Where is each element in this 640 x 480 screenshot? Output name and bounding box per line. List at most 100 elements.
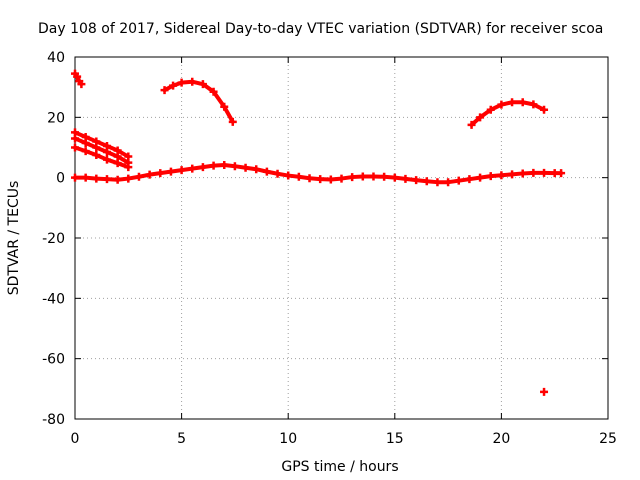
axis-ticks <box>74 56 609 420</box>
data-point-marker <box>209 161 218 170</box>
data-point-marker <box>467 120 476 129</box>
y-tick-label: 0 <box>56 171 65 187</box>
y-axis-label: SDTVAR / TECUs <box>6 181 22 296</box>
data-point-marker <box>102 175 111 184</box>
data-point-marker <box>81 173 90 182</box>
data-point-marker <box>169 81 178 90</box>
data-point-marker <box>529 100 538 109</box>
series-track-segment <box>478 107 493 120</box>
data-point-marker <box>401 174 410 183</box>
data-point-marker <box>71 134 79 143</box>
data-point-marker <box>326 175 335 184</box>
data-point-marker <box>486 172 495 181</box>
data-point-marker <box>241 163 250 172</box>
data-point-marker <box>337 174 346 183</box>
series-3 <box>71 134 133 167</box>
data-point-marker <box>160 86 169 95</box>
series-5 <box>160 77 237 126</box>
data-points <box>71 69 566 396</box>
x-tick-label: 10 <box>279 431 297 447</box>
data-point-marker <box>476 113 485 122</box>
data-point-marker <box>81 138 90 147</box>
data-point-marker <box>358 172 367 181</box>
plot-frame <box>74 56 609 420</box>
data-point-marker <box>113 159 122 168</box>
y-tick-label: -40 <box>42 291 65 307</box>
data-point-marker <box>476 173 485 182</box>
series-6 <box>467 98 549 129</box>
series-track-segment <box>211 89 227 109</box>
data-point-marker <box>497 171 506 180</box>
data-point-marker <box>348 173 357 182</box>
data-point-marker <box>273 169 282 178</box>
data-point-marker <box>412 176 421 185</box>
data-point-marker <box>198 80 207 89</box>
data-point-marker <box>166 167 175 176</box>
data-point-marker <box>433 178 442 187</box>
series-2 <box>71 128 133 161</box>
data-point-marker <box>124 163 133 172</box>
data-point-marker <box>230 162 239 171</box>
x-tick-label: 25 <box>599 431 617 447</box>
data-point-marker <box>294 172 303 181</box>
data-point-marker <box>92 151 101 160</box>
data-point-marker <box>92 143 101 152</box>
data-point-marker <box>220 102 229 111</box>
data-point-marker <box>71 173 79 182</box>
series-7 <box>540 387 549 396</box>
data-point-marker <box>305 174 314 183</box>
series-track-segment <box>200 82 216 94</box>
data-point-marker <box>540 387 549 396</box>
data-point-marker <box>156 169 165 178</box>
data-point-marker <box>209 87 218 96</box>
data-point-marker <box>81 147 90 156</box>
data-point-marker <box>102 155 111 164</box>
data-point-marker <box>529 168 538 177</box>
data-point-marker <box>220 160 229 169</box>
grid-lines <box>75 57 608 419</box>
series-1 <box>71 69 86 89</box>
data-point-marker <box>188 164 197 173</box>
data-point-marker <box>380 172 389 181</box>
data-point-marker <box>369 172 378 181</box>
tick-labels: 0 5 10 15 20 25 -80 -60 -40 -20 0 20 40 <box>42 50 617 447</box>
data-point-marker <box>124 174 133 183</box>
data-point-marker <box>540 168 549 177</box>
y-tick-label: 40 <box>47 50 65 66</box>
data-point-marker <box>71 143 79 152</box>
data-point-marker <box>557 169 566 178</box>
data-point-marker <box>486 105 495 114</box>
x-tick-label: 0 <box>71 431 80 447</box>
data-point-marker <box>316 175 325 184</box>
series-0 <box>71 160 566 187</box>
data-point-marker <box>177 166 186 175</box>
x-tick-label: 15 <box>386 431 404 447</box>
data-point-marker <box>228 117 237 126</box>
data-point-marker <box>102 148 111 157</box>
x-axis-label: GPS time / hours <box>281 459 398 475</box>
x-tick-label: 5 <box>177 431 186 447</box>
data-point-marker <box>390 173 399 182</box>
data-point-marker <box>198 163 207 172</box>
data-point-marker <box>422 177 431 186</box>
data-point-marker <box>188 77 197 86</box>
data-point-marker <box>177 78 186 87</box>
data-point-marker <box>465 175 474 184</box>
series-track-segment <box>222 104 235 124</box>
data-point-marker <box>134 172 143 181</box>
chart-title: Day 108 of 2017, Sidereal Day-to-day VTE… <box>38 21 603 37</box>
x-tick-label: 20 <box>492 431 510 447</box>
data-point-marker <box>284 171 293 180</box>
data-point-marker <box>444 178 453 187</box>
data-point-marker <box>113 175 122 184</box>
data-point-marker <box>92 174 101 183</box>
data-point-marker <box>145 170 154 179</box>
y-tick-label: 20 <box>47 110 65 126</box>
data-point-marker <box>262 167 271 176</box>
y-tick-label: -60 <box>42 352 65 368</box>
data-point-marker <box>77 80 86 89</box>
data-point-marker <box>454 176 463 185</box>
y-tick-label: -20 <box>42 231 65 247</box>
y-tick-label: -80 <box>42 412 65 428</box>
